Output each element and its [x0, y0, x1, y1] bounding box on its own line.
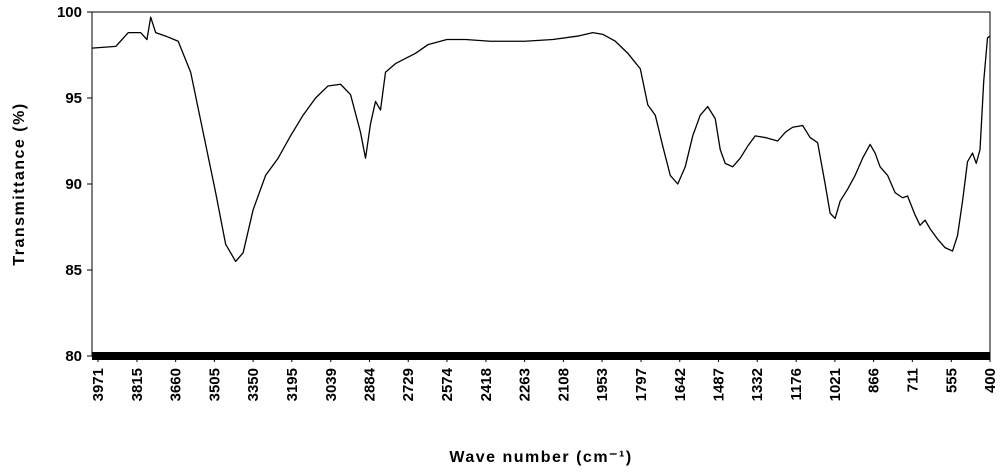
x-tick-label: 2729 — [400, 368, 417, 401]
x-tick-label: 1332 — [749, 368, 766, 401]
y-tick-label: 90 — [65, 176, 82, 193]
x-tick-label: 400 — [982, 368, 999, 393]
x-tick-label: 1797 — [633, 368, 650, 401]
spectrum-line — [91, 16, 991, 263]
x-tick-label: 1642 — [672, 368, 689, 401]
x-tick-label: 3505 — [206, 368, 223, 401]
x-tick-label: 3971 — [90, 368, 107, 401]
y-tick-label: 80 — [65, 348, 82, 365]
x-tick-label: 1176 — [788, 368, 805, 401]
y-tick-label: 95 — [65, 90, 82, 107]
x-tick-label: 1953 — [594, 368, 611, 401]
y-tick-label: 100 — [57, 4, 82, 21]
x-tick-label: 3039 — [323, 368, 340, 401]
x-tick-label: 866 — [866, 368, 883, 393]
x-axis-title: Wave number (cm⁻¹) — [449, 449, 632, 466]
x-tick-label: 2574 — [439, 367, 456, 401]
x-tick-label: 555 — [943, 368, 960, 393]
x-tick-label: 711 — [904, 368, 921, 392]
plot-frame — [91, 11, 991, 357]
x-tick-label: 3660 — [168, 368, 185, 401]
x-tick-label: 3815 — [129, 368, 146, 401]
x-tick-label: 2263 — [517, 368, 534, 401]
x-tick-label: 1487 — [710, 368, 727, 401]
x-tick-label: 3195 — [284, 368, 301, 401]
x-tick-label: 2884 — [362, 367, 379, 401]
x-tick-label: 2108 — [555, 368, 572, 401]
x-tick-label: 1021 — [827, 368, 844, 401]
x-tick-label: 3350 — [245, 368, 262, 401]
x-tick-label: 2418 — [478, 368, 495, 401]
y-tick-label: 85 — [65, 262, 82, 279]
y-axis-title: Transmittance (%) — [11, 102, 28, 265]
x-axis-band — [92, 352, 990, 360]
